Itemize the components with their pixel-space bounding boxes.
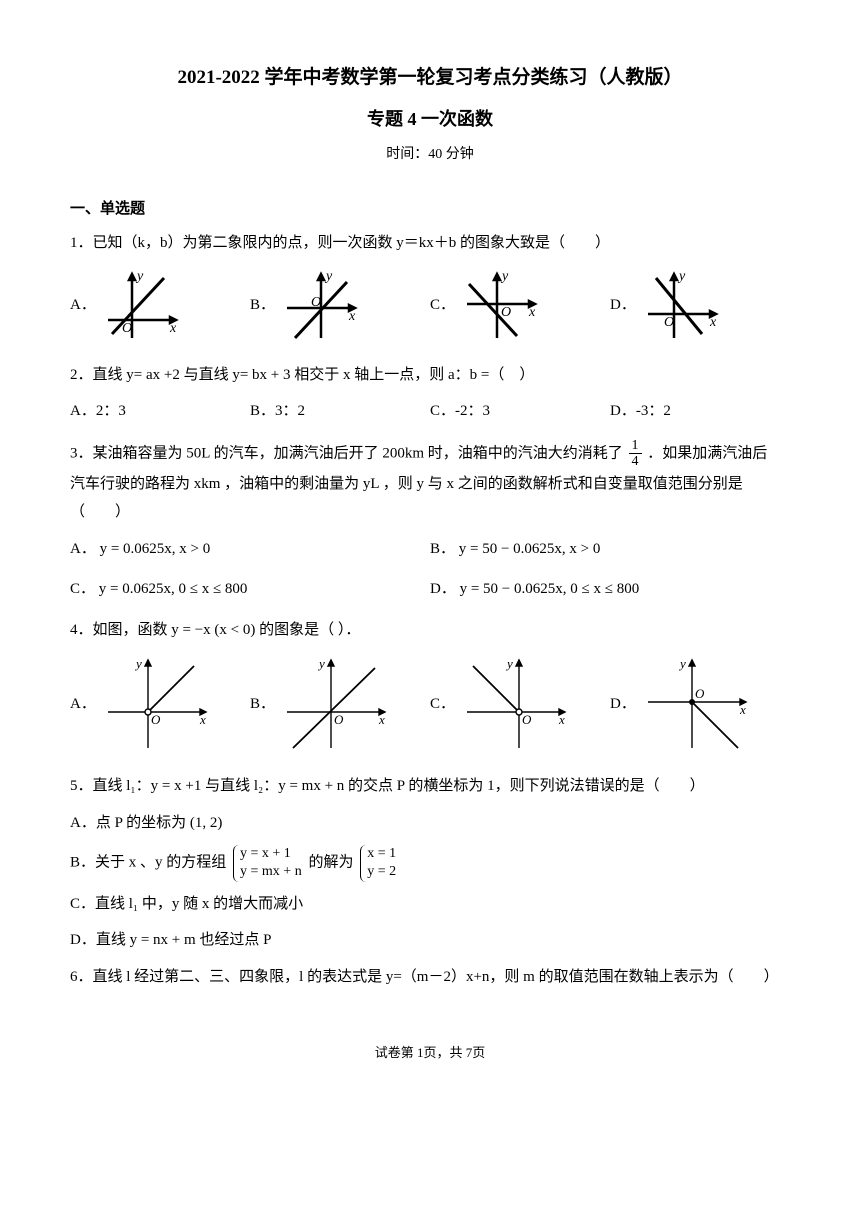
q1-label-b: B． xyxy=(250,291,275,320)
svg-text:y: y xyxy=(324,269,333,284)
svg-text:y: y xyxy=(134,656,142,671)
q3-line2: 汽车行驶的路程为 xkm ，油箱中的剩油量为 yL ，则 y 与 x 之间的函数… xyxy=(70,470,790,527)
q3-opt-c: C． y = 0.0625x, 0 ≤ x ≤ 800 xyxy=(70,575,430,604)
question-5: 5．直线 l₁：y = x +1 与直线 l₂：y = mx + n 的交点 P… xyxy=(70,772,790,801)
q2-opt-d: D．-3：2 xyxy=(610,397,790,426)
q5-opt-c: C．直线 l₁ 中，y 随 x 的增大而减小 xyxy=(70,890,790,919)
q5-b-sys2a: x = 1 xyxy=(367,845,396,863)
section-heading: 一、单选题 xyxy=(70,195,790,224)
question-1: 1．已知（k，b）为第二象限内的点，则一次函数 y＝kx＋b 的图象大致是（ ） xyxy=(70,229,790,258)
q4-opt-a: A． O x y xyxy=(70,654,250,754)
q5-b-sys1: y = x + 1 y = mx + n xyxy=(233,845,302,881)
q1-graph-d: O x y xyxy=(642,268,722,343)
q3-opt-a: A． y = 0.0625x, x > 0 xyxy=(70,535,430,564)
q4-opt-b: B． O x y xyxy=(250,654,430,754)
q2-options: A．2：3 B．3：2 C．-2：3 D．-3：2 xyxy=(70,397,790,426)
q1-label-a: A． xyxy=(70,291,96,320)
q1-opt-b: B． O x y xyxy=(250,268,430,343)
q2-opt-c: C．-2：3 xyxy=(430,397,610,426)
svg-text:y: y xyxy=(500,269,509,284)
doc-title: 2021-2022 学年中考数学第一轮复习考点分类练习（人教版） xyxy=(70,60,790,96)
q1-label-d: D． xyxy=(610,291,636,320)
q3-line1-after: ．如果加满汽油后 xyxy=(647,445,767,461)
svg-text:x: x xyxy=(709,315,717,330)
question-2: 2．直线 y= ax +2 与直线 y= bx + 3 相交于 x 轴上一点，则… xyxy=(70,361,790,390)
q5-b-sys1a: y = x + 1 xyxy=(240,845,302,863)
q2-opt-a: A．2：3 xyxy=(70,397,250,426)
q4-options: A． O x y B． O x y C． xyxy=(70,654,790,754)
q4-graph-a: O x y xyxy=(102,654,212,754)
q4-label-a: A． xyxy=(70,690,96,719)
q3-options-row2: C． y = 0.0625x, 0 ≤ x ≤ 800 D． y = 50 − … xyxy=(70,575,790,604)
q1-options: A． O x y B． O x y C． xyxy=(70,268,790,343)
q4-graph-d: O x y xyxy=(642,654,752,754)
svg-text:x: x xyxy=(558,712,565,727)
page-footer: 试卷第 1页，共 7页 xyxy=(70,1041,790,1066)
svg-text:y: y xyxy=(677,269,686,284)
svg-text:O: O xyxy=(311,295,321,310)
svg-text:O: O xyxy=(522,712,532,727)
svg-text:O: O xyxy=(695,686,705,701)
q1-graph-a: O x y xyxy=(102,268,182,343)
svg-text:x: x xyxy=(528,305,536,320)
q3-frac-num: 1 xyxy=(629,438,642,454)
svg-text:O: O xyxy=(501,305,511,320)
q1-graph-c: O x y xyxy=(461,268,541,343)
q5-b-pre: B．关于 x 、y 的方程组 xyxy=(70,855,226,871)
svg-text:y: y xyxy=(135,269,144,284)
question-6: 6．直线 l 经过第二、三、四象限，l 的表达式是 y=（m－2）x+n，则 m… xyxy=(70,963,790,992)
q1-graph-b: O x y xyxy=(281,268,361,343)
svg-text:O: O xyxy=(122,321,132,336)
svg-text:y: y xyxy=(505,656,513,671)
q4-graph-b: O x y xyxy=(281,654,391,754)
q4-label-b: B． xyxy=(250,690,275,719)
q5-opt-d: D．直线 y = nx + m 也经过点 P xyxy=(70,926,790,955)
svg-text:y: y xyxy=(678,656,686,671)
svg-text:y: y xyxy=(317,656,325,671)
q1-opt-a: A． O x y xyxy=(70,268,250,343)
question-4: 4．如图，函数 y = −x (x < 0) 的图象是（ ）． xyxy=(70,616,790,645)
q5-opt-b: B．关于 x 、y 的方程组 y = x + 1 y = mx + n 的解为 … xyxy=(70,845,790,881)
q2-opt-b: B．3：2 xyxy=(250,397,430,426)
svg-text:x: x xyxy=(378,712,385,727)
q1-opt-c: C． O x y xyxy=(430,268,610,343)
svg-text:x: x xyxy=(739,702,746,717)
q4-opt-d: D． O x y xyxy=(610,654,790,754)
q4-label-d: D． xyxy=(610,690,636,719)
svg-text:x: x xyxy=(169,321,177,336)
q3-opt-b: B． y = 50 − 0.0625x, x > 0 xyxy=(430,535,790,564)
svg-text:O: O xyxy=(151,712,161,727)
q3-line1-before: 3．某油箱容量为 50L 的汽车，加满汽油后开了 200km 时，油箱中的汽油大… xyxy=(70,445,623,461)
q5-b-sys1b: y = mx + n xyxy=(240,863,302,881)
svg-text:x: x xyxy=(199,712,206,727)
q4-opt-c: C． O x y xyxy=(430,654,610,754)
q1-label-c: C． xyxy=(430,291,455,320)
q3-fraction: 14 xyxy=(629,438,642,470)
q3-frac-den: 4 xyxy=(629,454,642,469)
svg-text:x: x xyxy=(348,309,356,324)
q4-label-c: C． xyxy=(430,690,455,719)
q4-graph-c: O x y xyxy=(461,654,571,754)
q3-options-row1: A． y = 0.0625x, x > 0 B． y = 50 − 0.0625… xyxy=(70,535,790,564)
q3-opt-d: D． y = 50 − 0.0625x, 0 ≤ x ≤ 800 xyxy=(430,575,790,604)
q5-b-mid: 的解为 xyxy=(308,855,353,871)
svg-text:O: O xyxy=(334,712,344,727)
q5-opt-a: A．点 P 的坐标为 (1, 2) xyxy=(70,809,790,838)
svg-text:O: O xyxy=(664,315,674,330)
doc-time: 时间：40 分钟 xyxy=(70,142,790,169)
question-3: 3．某油箱容量为 50L 的汽车，加满汽油后开了 200km 时，油箱中的汽油大… xyxy=(70,438,790,527)
q1-opt-d: D． O x y xyxy=(610,268,790,343)
doc-subtitle: 专题 4 一次函数 xyxy=(70,102,790,136)
q5-b-sys2: x = 1 y = 2 xyxy=(360,845,396,881)
q5-b-sys2b: y = 2 xyxy=(367,863,396,881)
